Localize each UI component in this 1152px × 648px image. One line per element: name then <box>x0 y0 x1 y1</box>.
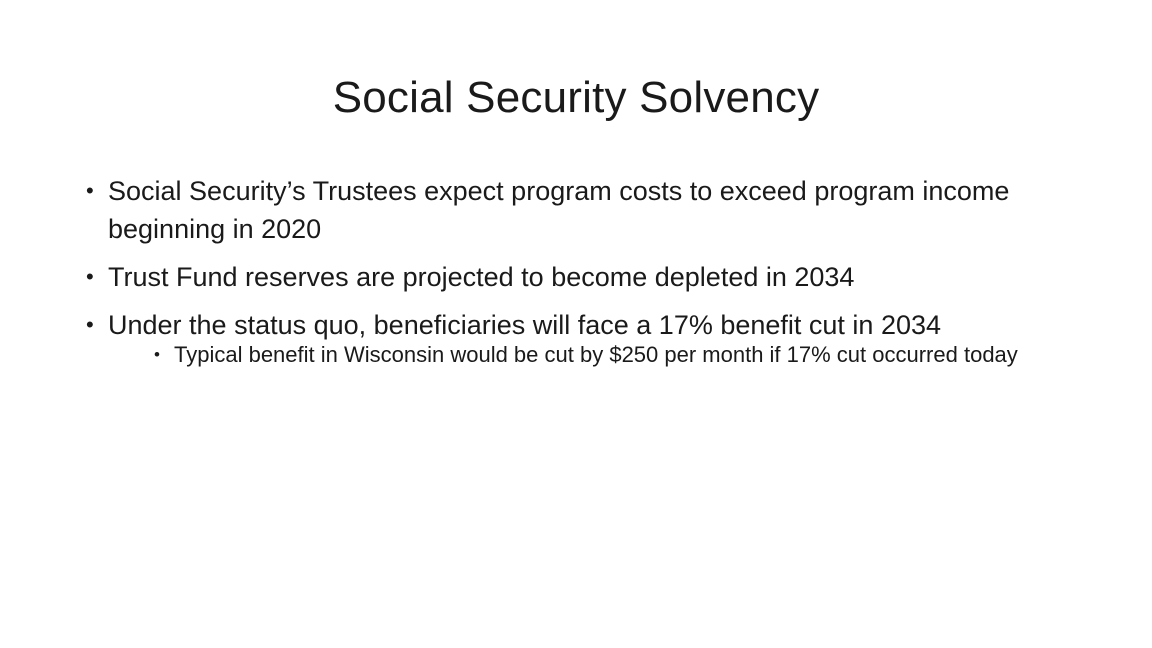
sub-bullet-dot-icon: • <box>154 345 160 364</box>
slide-title: Social Security Solvency <box>332 73 820 122</box>
sub-bullet-text: Typical benefit in Wisconsin would be cu… <box>174 342 1018 367</box>
bullet-text: Trust Fund reserves are projected to bec… <box>108 262 855 292</box>
bullet-text: Social Security’s Trustees expect progra… <box>108 176 1010 244</box>
bullet-dot-icon: • <box>86 312 94 337</box>
bullet-text: Under the status quo, beneficiaries will… <box>108 310 942 340</box>
bullet-list: • Social Security’s Trustees expect prog… <box>84 172 1044 380</box>
bullet-dot-icon: • <box>86 178 94 203</box>
sub-bullet-list: • Typical benefit in Wisconsin would be … <box>108 340 1044 370</box>
bullet-dot-icon: • <box>86 264 94 289</box>
bullet-item: • Trust Fund reserves are projected to b… <box>84 258 1044 296</box>
sub-bullet-item: • Typical benefit in Wisconsin would be … <box>152 340 1034 370</box>
bullet-item: • Social Security’s Trustees expect prog… <box>84 172 1044 248</box>
bullet-item: • Under the status quo, beneficiaries wi… <box>84 306 1044 370</box>
